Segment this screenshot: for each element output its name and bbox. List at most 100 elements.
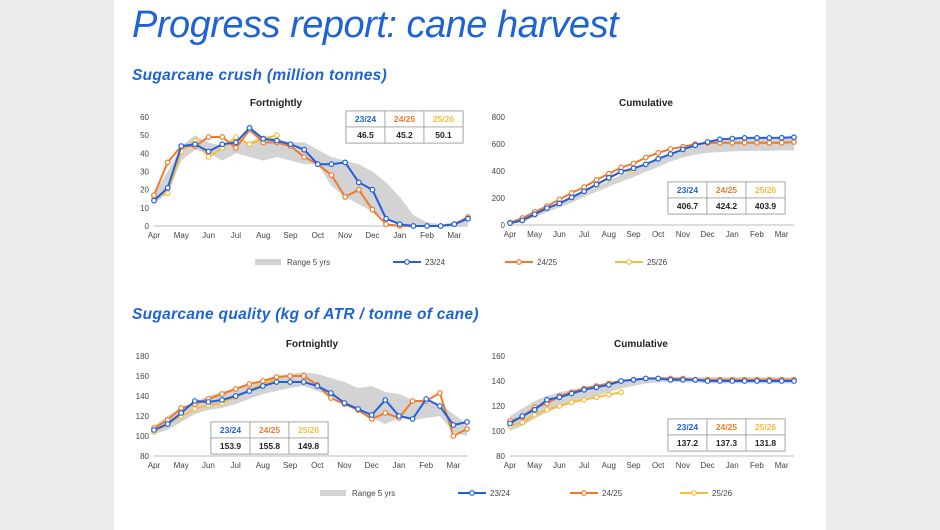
data-point-23-24 xyxy=(219,397,225,403)
x-tick-label: Apr xyxy=(504,230,517,239)
x-tick-label: May xyxy=(174,461,189,470)
data-point-24-25 xyxy=(301,154,308,160)
data-point-23-24 xyxy=(396,221,403,228)
y-tick-label: 200 xyxy=(492,194,506,203)
data-point-23-24 xyxy=(531,211,538,218)
x-tick-label: Mar xyxy=(775,461,789,470)
data-point-24-25 xyxy=(342,193,349,200)
data-point-25-26 xyxy=(273,132,280,139)
y-tick-label: 100 xyxy=(492,427,506,436)
legend-marker xyxy=(581,490,587,496)
data-point-23-24 xyxy=(605,381,612,388)
data-point-23-24 xyxy=(151,197,157,204)
table-header: 24/25 xyxy=(259,425,281,435)
data-point-23-24 xyxy=(314,383,321,389)
data-point-25-26 xyxy=(568,399,575,406)
x-tick-label: Jul xyxy=(231,461,241,470)
y-tick-label: 20 xyxy=(140,186,149,195)
range-band-area xyxy=(154,372,467,436)
range-band-area xyxy=(510,138,794,225)
data-point-23-24 xyxy=(191,398,198,404)
x-tick-label: Feb xyxy=(419,461,433,470)
data-point-24-25 xyxy=(327,395,334,401)
x-tick-label: Dec xyxy=(365,461,379,470)
crush-cumulative-chart: Cumulative 0 200 400 600 800 Apr May Jun Jul Aug Se… xyxy=(492,98,797,239)
legend-marker xyxy=(469,490,475,496)
legend-label: Range 5 yrs xyxy=(287,258,330,267)
data-point-23-24 xyxy=(729,135,736,142)
data-point-23-24 xyxy=(667,151,674,157)
data-point-23-24 xyxy=(424,223,430,229)
data-point-23-24 xyxy=(368,412,375,418)
data-point-23-24 xyxy=(341,400,348,406)
table-value-cell xyxy=(745,434,786,452)
table-header: 25/26 xyxy=(755,185,777,195)
data-point-24-25 xyxy=(778,139,785,146)
x-tick-label: Oct xyxy=(652,230,665,239)
data-point-23-24 xyxy=(618,378,625,384)
data-point-23-24 xyxy=(741,135,748,141)
data-point-23-24 xyxy=(531,406,538,413)
data-point-23-24 xyxy=(219,141,226,148)
data-point-25-26 xyxy=(544,406,550,413)
x-tick-label: Jul xyxy=(579,230,589,239)
data-point-24-25 xyxy=(259,378,266,384)
table-value: 45.2 xyxy=(396,130,413,140)
y-tick-label: 40 xyxy=(140,149,149,158)
data-point-25-26 xyxy=(246,141,253,148)
data-point-23-24 xyxy=(328,161,335,168)
data-point-23-24 xyxy=(642,161,649,168)
chart-title: Fortnightly xyxy=(286,339,339,350)
table-value: 403.9 xyxy=(755,201,777,211)
data-point-25-26 xyxy=(191,406,198,412)
data-point-23-24 xyxy=(178,410,185,416)
x-tick-label: Nov xyxy=(338,231,352,240)
data-point-23-24 xyxy=(581,386,587,393)
data-point-23-24 xyxy=(355,406,362,412)
data-point-23-24 xyxy=(754,135,760,141)
data-point-25-26 xyxy=(618,389,625,396)
data-point-23-24 xyxy=(704,378,711,384)
data-point-23-24 xyxy=(507,220,513,227)
x-tick-label: Apr xyxy=(148,461,161,470)
data-point-25-26 xyxy=(164,190,171,197)
table-value: 137.2 xyxy=(677,438,699,448)
x-tick-label: Oct xyxy=(652,461,665,470)
series-line-25-26 xyxy=(153,378,277,433)
data-point-24-25 xyxy=(287,373,294,379)
data-point-25-26 xyxy=(556,403,563,409)
data-point-23-24 xyxy=(232,393,239,399)
data-point-23-24 xyxy=(178,143,185,149)
x-tick-label: Aug xyxy=(256,461,270,470)
table-header: 23/24 xyxy=(355,114,377,124)
table-value: 50.1 xyxy=(435,130,452,140)
y-tick-label: 30 xyxy=(140,168,149,177)
data-point-23-24 xyxy=(605,174,612,181)
y-tick-label: 50 xyxy=(140,131,149,140)
table-header: 24/25 xyxy=(394,114,416,124)
quality-fortnightly-chart: Fortnightly 80 100 120 140 160 180 Apr May Jun Jul… xyxy=(136,339,470,470)
data-point-23-24 xyxy=(314,161,321,168)
y-tick-label: 180 xyxy=(136,352,150,361)
table-value-cell xyxy=(423,126,464,144)
table-value: 137.3 xyxy=(716,438,738,448)
x-tick-label: Feb xyxy=(420,231,434,240)
data-point-23-24 xyxy=(754,378,760,384)
data-point-25-26 xyxy=(581,396,587,403)
data-point-23-24 xyxy=(630,376,637,383)
data-point-23-24 xyxy=(383,215,390,222)
data-point-23-24 xyxy=(581,188,587,195)
data-point-25-26 xyxy=(232,134,239,140)
quality-legend: Range 5 yrs 23/24 24/25 25/26 xyxy=(320,489,733,498)
data-point-24-25 xyxy=(246,381,253,387)
data-point-23-24 xyxy=(704,139,711,145)
series-line-24-25 xyxy=(509,377,794,422)
data-point-24-25 xyxy=(382,410,389,416)
legend-label: 24/25 xyxy=(602,489,623,498)
page-title: Progress report: cane harvest xyxy=(132,4,619,46)
x-tick-label: Oct xyxy=(312,231,325,240)
data-point-23-24 xyxy=(342,159,349,166)
data-point-23-24 xyxy=(568,194,575,201)
y-tick-label: 400 xyxy=(492,167,506,176)
table-value: 149.8 xyxy=(298,441,320,451)
